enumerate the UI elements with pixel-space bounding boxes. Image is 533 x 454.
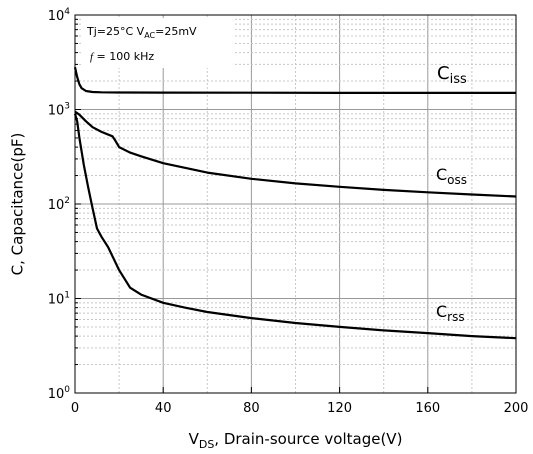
series-label-ciss: Ciss <box>437 63 467 87</box>
series-label-crss: Crss <box>436 302 465 324</box>
x-tick-label: 0 <box>71 401 79 416</box>
x-tick-label: 120 <box>327 401 352 416</box>
y-tick-labels: 100 101 102 103 104 <box>48 7 71 402</box>
annotation-line-2: f = 100 kHz <box>90 50 154 63</box>
x-tick-label: 40 <box>155 401 172 416</box>
series-label-coss: Coss <box>436 165 467 187</box>
annotation-line-1: Tj=25°C VAC=25mV <box>86 25 197 40</box>
x-tick-label: 200 <box>504 401 529 416</box>
annotation-box: Tj=25°C VAC=25mV f = 100 kHz <box>81 18 233 68</box>
y-tick-label: 101 <box>48 291 70 308</box>
y-tick-label: 103 <box>48 102 70 119</box>
x-tick-labels: 0 40 80 120 160 200 <box>71 401 529 416</box>
x-tick-label: 160 <box>415 401 440 416</box>
series-lines <box>73 66 517 340</box>
x-axis-label: VDS, Drain-source voltage(V) <box>189 430 403 451</box>
tick-marks <box>74 14 517 394</box>
y-axis-label: C, Capacitance(pF) <box>9 133 27 276</box>
x-tick-label: 80 <box>243 401 260 416</box>
y-tick-label: 100 <box>48 385 71 402</box>
series-line-coss <box>74 110 517 198</box>
series-line-ciss <box>73 66 516 95</box>
y-tick-label: 104 <box>48 7 71 24</box>
y-tick-label: 102 <box>48 196 70 213</box>
series-line-crss <box>73 113 517 340</box>
